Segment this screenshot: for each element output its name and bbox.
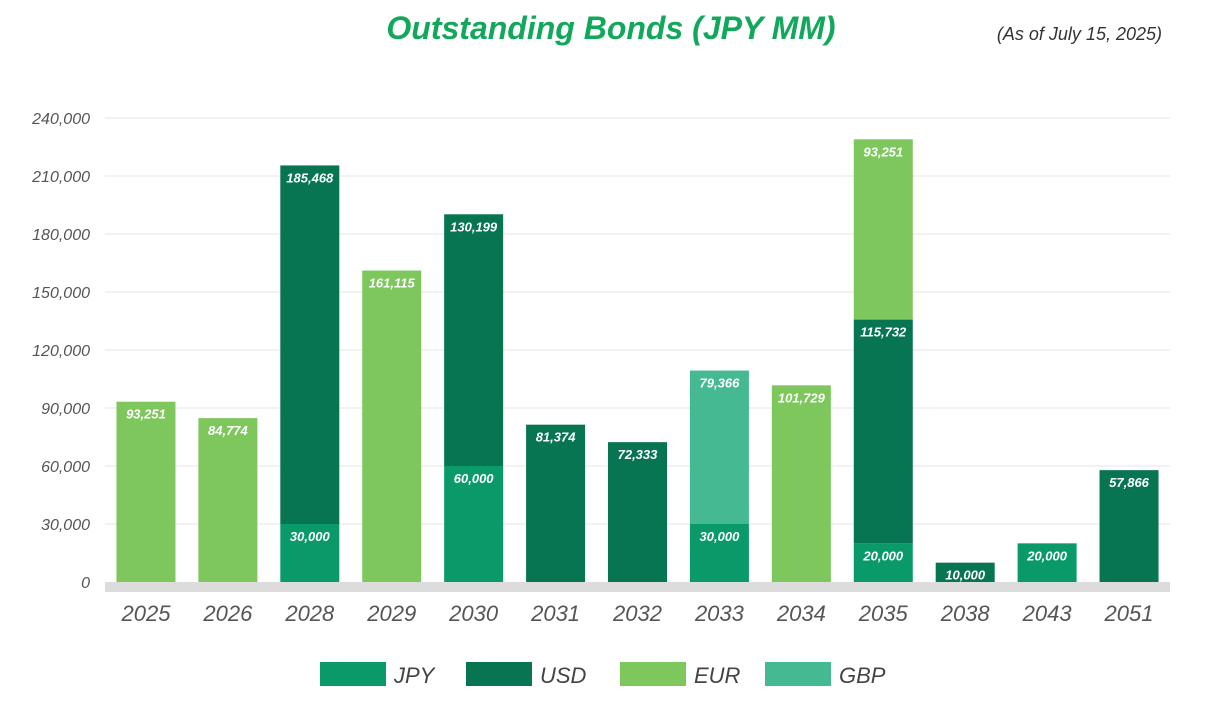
- data-label: 30,000: [290, 529, 331, 544]
- chart-subtitle: (As of July 15, 2025): [996, 24, 1162, 44]
- x-tick-label: 2030: [448, 601, 499, 626]
- x-axis-baseline: [105, 582, 1170, 592]
- data-label: 60,000: [454, 471, 495, 486]
- chart-title: Outstanding Bonds (JPY MM): [386, 10, 836, 46]
- legend: JPY USD EUR GBP: [320, 662, 886, 688]
- data-label: 79,366: [700, 376, 741, 391]
- legend-label: EUR: [694, 663, 741, 688]
- legend-item-gbp: GBP: [765, 662, 886, 688]
- y-tick-label: 30,000: [41, 517, 90, 534]
- x-tick-label: 2033: [694, 601, 745, 626]
- data-label: 81,374: [536, 430, 577, 445]
- bar-segment-jpy: [853, 543, 913, 582]
- y-tick-label: 90,000: [41, 401, 90, 418]
- x-tick-label: 2032: [612, 601, 662, 626]
- bar-segment-eur: [198, 418, 258, 582]
- y-tick-label: 60,000: [41, 459, 90, 476]
- legend-swatch: [765, 662, 831, 686]
- bar-segment-eur: [362, 270, 422, 582]
- bar-segment-usd: [526, 424, 586, 582]
- data-label: 93,251: [863, 144, 903, 159]
- bar-segment-usd: [608, 442, 667, 582]
- bar-segment-jpy: [280, 524, 340, 582]
- bar-segment-usd: [1099, 470, 1159, 582]
- data-label: 30,000: [700, 529, 741, 544]
- bars: 93,251 84,774 30,000 185,468 161,115 60,000 13…: [116, 139, 1159, 583]
- y-tick-label: 120,000: [32, 343, 90, 360]
- legend-swatch: [620, 662, 686, 686]
- data-label: 57,866: [1109, 475, 1150, 490]
- y-tick-label: 0: [81, 575, 90, 592]
- y-tick-label: 180,000: [32, 227, 90, 244]
- bar-segment-eur: [853, 139, 913, 320]
- data-label: 115,732: [860, 325, 907, 340]
- bar-segment-usd: [935, 562, 995, 582]
- bar-segment-usd: [280, 165, 340, 524]
- x-tick-label: 2029: [366, 601, 416, 626]
- bar-segment-jpy: [1017, 543, 1077, 582]
- x-tick-label: 2034: [776, 601, 826, 626]
- axes: 0 30,000 60,000 90,000 120,000 150,000 180,000…: [31, 111, 1170, 626]
- data-label: 101,729: [778, 390, 826, 405]
- legend-label: GBP: [839, 663, 886, 688]
- data-label: 185,468: [286, 170, 334, 185]
- legend-item-jpy: JPY: [320, 662, 436, 688]
- data-label: 10,000: [945, 568, 986, 583]
- x-tick-label: 2025: [120, 601, 171, 626]
- legend-item-eur: EUR: [620, 662, 741, 688]
- data-label: 93,251: [126, 407, 166, 422]
- bar-segment-jpy: [689, 524, 749, 582]
- x-tick-label: 2035: [858, 601, 909, 626]
- legend-swatch: [466, 662, 532, 686]
- x-tick-label: 2028: [284, 601, 335, 626]
- bar-segment-jpy: [444, 466, 504, 582]
- y-tick-label: 150,000: [32, 285, 90, 302]
- data-label: 20,000: [862, 548, 904, 563]
- x-tick-label: 2038: [940, 601, 991, 626]
- y-tick-label: 210,000: [31, 169, 90, 186]
- bar-segment-eur: [771, 385, 831, 582]
- legend-swatch: [320, 662, 386, 686]
- y-tick-label: 240,000: [31, 111, 90, 128]
- x-tick-label: 2031: [530, 601, 580, 626]
- x-tick-label: 2043: [1022, 601, 1073, 626]
- x-tick-label: 2026: [202, 601, 253, 626]
- x-tick-label: 2051: [1104, 601, 1154, 626]
- legend-item-usd: USD: [466, 662, 587, 688]
- bar-segment-usd: [853, 319, 913, 544]
- data-label: 161,115: [369, 276, 416, 291]
- legend-label: JPY: [393, 663, 436, 688]
- data-label: 72,333: [618, 447, 659, 462]
- legend-label: USD: [540, 663, 587, 688]
- data-label: 20,000: [1026, 548, 1068, 563]
- data-label: 130,199: [450, 219, 498, 234]
- bar-segment-usd: [444, 214, 504, 466]
- bar-segment-gbp: [689, 370, 749, 524]
- data-label: 84,774: [208, 423, 249, 438]
- bar-segment-eur: [116, 401, 176, 582]
